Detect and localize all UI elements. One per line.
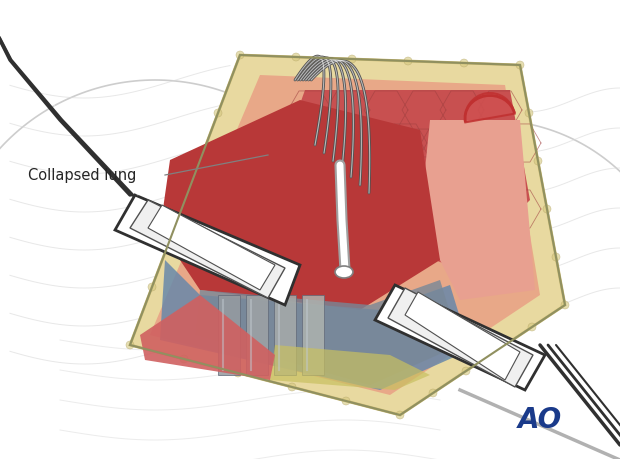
Polygon shape <box>388 288 533 387</box>
Circle shape <box>148 283 156 291</box>
Circle shape <box>561 301 569 309</box>
Text: AO: AO <box>518 406 562 434</box>
Circle shape <box>292 53 300 61</box>
Ellipse shape <box>335 266 353 278</box>
Circle shape <box>126 341 134 349</box>
Polygon shape <box>420 120 535 300</box>
Bar <box>218 295 240 375</box>
Polygon shape <box>140 295 275 380</box>
Circle shape <box>192 167 200 175</box>
Bar <box>246 295 268 375</box>
Text: Collapsed lung: Collapsed lung <box>28 168 136 183</box>
Polygon shape <box>160 100 440 310</box>
Circle shape <box>525 109 533 117</box>
Circle shape <box>534 157 542 165</box>
Circle shape <box>552 253 560 261</box>
Polygon shape <box>115 195 300 305</box>
Circle shape <box>214 109 222 117</box>
Polygon shape <box>130 55 565 415</box>
Bar <box>274 295 296 375</box>
Polygon shape <box>195 280 460 385</box>
Bar <box>302 295 324 375</box>
Circle shape <box>342 397 350 405</box>
Circle shape <box>396 411 404 419</box>
Circle shape <box>236 51 244 59</box>
Circle shape <box>404 57 412 65</box>
Circle shape <box>180 355 188 363</box>
Polygon shape <box>405 292 520 380</box>
Circle shape <box>288 383 296 391</box>
Circle shape <box>528 323 536 331</box>
Circle shape <box>516 61 524 69</box>
Polygon shape <box>375 285 545 390</box>
Polygon shape <box>148 205 275 290</box>
Circle shape <box>543 205 551 213</box>
Circle shape <box>495 345 503 353</box>
Circle shape <box>462 367 470 375</box>
Wedge shape <box>465 93 515 123</box>
Circle shape <box>170 225 178 233</box>
Polygon shape <box>130 200 285 298</box>
Circle shape <box>234 369 242 377</box>
Circle shape <box>429 389 437 397</box>
Polygon shape <box>160 260 470 390</box>
Circle shape <box>460 59 468 67</box>
Polygon shape <box>150 75 540 395</box>
Circle shape <box>348 55 356 63</box>
Polygon shape <box>280 90 530 270</box>
Polygon shape <box>270 345 430 390</box>
